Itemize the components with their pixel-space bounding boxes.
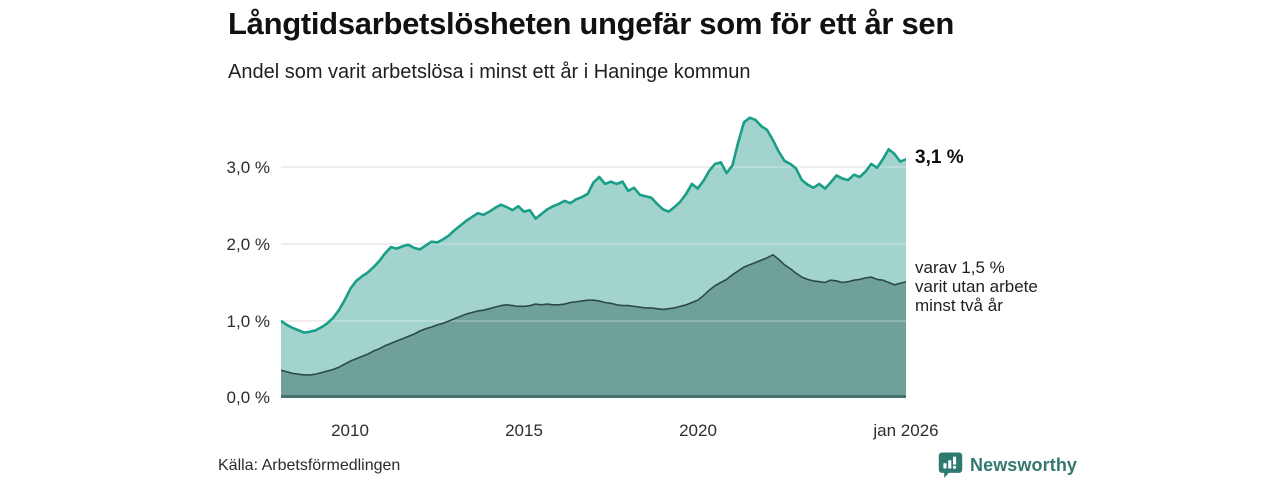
y-axis-label-1: 1,0 % [226, 312, 270, 331]
page-subtitle: Andel som varit arbetslösa i minst ett å… [228, 61, 751, 83]
y-axis-label-3: 3,0 % [226, 158, 270, 177]
newsworthy-wordmark: Newsworthy [970, 454, 1078, 475]
area-chart [281, 116, 906, 398]
x-axis-label-2010: 2010 [331, 421, 369, 440]
value-annotation-upper: 3,1 % [915, 147, 964, 169]
y-axis-label-0: 0,0 % [226, 388, 270, 407]
annotation-line-3: minst två år [915, 296, 1003, 315]
newsworthy-logo: Newsworthy [938, 451, 1077, 479]
annotation-line-2: varit utan arbete [915, 277, 1038, 296]
value-annotation-lower: varav 1,5 % varit utan arbete minst två … [915, 258, 1038, 315]
x-axis-label-2020: 2020 [679, 421, 717, 440]
page-title: Långtidsarbetslösheten ungefär som för e… [228, 6, 955, 41]
y-axis-label-2: 2,0 % [226, 235, 270, 254]
newsworthy-icon [938, 452, 963, 478]
annotation-line-1: varav 1,5 % [915, 258, 1005, 277]
x-axis-label-jan2026: jan 2026 [873, 421, 939, 440]
source-note: Källa: Arbetsförmedlingen [218, 457, 401, 474]
x-axis-label-2015: 2015 [505, 421, 543, 440]
